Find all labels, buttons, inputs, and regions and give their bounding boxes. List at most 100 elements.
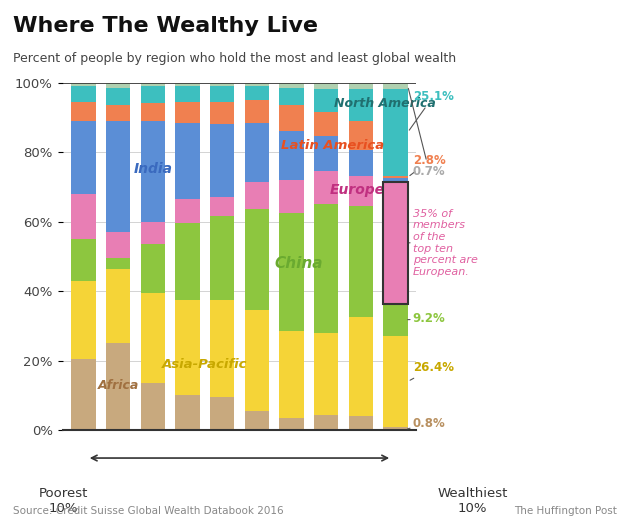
Bar — [175, 395, 200, 430]
Bar — [244, 100, 269, 122]
Bar — [348, 416, 373, 430]
Text: 26.4%: 26.4% — [410, 361, 454, 380]
Bar — [175, 199, 200, 224]
Bar — [279, 131, 304, 180]
Bar — [348, 121, 373, 151]
Text: 9.2%: 9.2% — [408, 313, 445, 326]
Text: 0.7%: 0.7% — [408, 89, 445, 178]
Text: 35% of
members
of the
top ten
percent are
European.: 35% of members of the top ten percent ar… — [408, 209, 478, 277]
Bar — [71, 281, 96, 359]
Bar — [279, 418, 304, 430]
Bar — [71, 102, 96, 121]
Text: North America: North America — [335, 97, 436, 110]
Bar — [348, 90, 373, 121]
Bar — [106, 105, 130, 121]
Bar — [71, 194, 96, 239]
Bar — [210, 300, 234, 397]
Bar — [279, 82, 304, 88]
Bar — [244, 82, 269, 86]
Text: 25.1%: 25.1% — [410, 90, 454, 130]
Bar — [348, 317, 373, 416]
Bar — [106, 268, 130, 343]
Bar — [71, 86, 96, 102]
Bar — [175, 224, 200, 300]
Bar — [244, 411, 269, 430]
Text: Source: Credit Suisse Global Wealth Databook 2016: Source: Credit Suisse Global Wealth Data… — [13, 506, 284, 516]
Bar — [175, 102, 200, 122]
Bar — [279, 105, 304, 131]
Bar — [106, 258, 130, 268]
Bar — [314, 415, 338, 430]
Bar — [140, 86, 165, 103]
Bar — [314, 333, 338, 415]
Bar — [279, 88, 304, 105]
Bar — [314, 204, 338, 333]
Bar — [175, 82, 200, 86]
Bar — [210, 197, 234, 216]
Bar — [210, 102, 234, 124]
Bar — [314, 112, 338, 137]
Bar — [140, 103, 165, 121]
Text: Wealthiest
10%: Wealthiest 10% — [437, 487, 508, 515]
Text: Africa: Africa — [98, 379, 139, 391]
Text: 0.8%: 0.8% — [408, 417, 445, 430]
Bar — [71, 239, 96, 281]
Bar — [210, 82, 234, 86]
Bar — [314, 171, 338, 204]
Bar — [71, 82, 96, 86]
Bar — [210, 216, 234, 300]
Text: Latin America: Latin America — [282, 139, 385, 152]
Bar — [210, 124, 234, 197]
Bar — [244, 311, 269, 411]
Bar — [244, 86, 269, 100]
Bar — [106, 121, 130, 232]
Bar — [71, 359, 96, 430]
Text: The Huffington Post: The Huffington Post — [515, 506, 617, 516]
Bar — [244, 182, 269, 209]
Text: Percent of people by region who hold the most and least global wealth: Percent of people by region who hold the… — [13, 52, 455, 65]
Bar — [348, 177, 373, 206]
Bar — [384, 89, 408, 176]
Text: Where The Wealthy Live: Where The Wealthy Live — [13, 16, 318, 35]
Bar — [106, 343, 130, 430]
Bar — [314, 137, 338, 171]
Bar — [244, 209, 269, 311]
Bar — [140, 221, 165, 244]
Bar — [140, 244, 165, 293]
Bar — [140, 121, 165, 221]
Bar — [106, 82, 130, 88]
Text: Europe: Europe — [330, 183, 385, 197]
Bar — [106, 88, 130, 105]
Bar — [140, 293, 165, 383]
Bar — [348, 206, 373, 317]
Text: India: India — [134, 163, 172, 177]
Bar — [348, 151, 373, 177]
Bar — [175, 122, 200, 199]
Bar — [384, 179, 408, 182]
Bar — [210, 86, 234, 102]
Bar — [140, 82, 165, 86]
Text: Poorest
10%: Poorest 10% — [38, 487, 88, 515]
Bar — [314, 82, 338, 90]
Bar — [279, 331, 304, 418]
Bar — [175, 300, 200, 395]
Bar — [384, 176, 408, 179]
Bar — [384, 427, 408, 430]
Bar — [175, 86, 200, 102]
Text: Asia-Pacific: Asia-Pacific — [162, 357, 248, 370]
Bar — [279, 213, 304, 331]
Bar — [140, 383, 165, 430]
Bar — [244, 122, 269, 182]
Bar — [106, 232, 130, 258]
Bar — [71, 121, 96, 194]
Text: China: China — [274, 256, 323, 271]
Bar — [279, 180, 304, 213]
Bar — [384, 304, 408, 336]
Bar — [210, 397, 234, 430]
Bar — [348, 82, 373, 90]
Bar — [384, 336, 408, 427]
Bar — [384, 82, 408, 89]
Bar — [384, 182, 408, 304]
Bar — [314, 90, 338, 112]
Text: 2.8%: 2.8% — [410, 154, 445, 176]
